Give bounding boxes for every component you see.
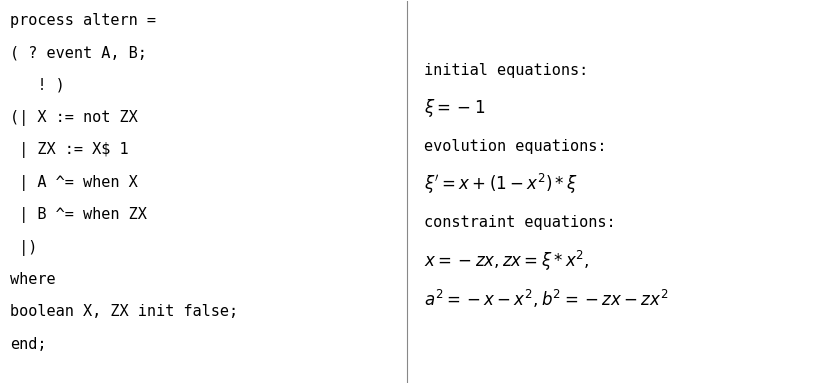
Text: ( ? event A, B;: ( ? event A, B;	[10, 45, 146, 60]
Text: $x = -zx, zx = \xi * x^2,$: $x = -zx, zx = \xi * x^2,$	[424, 248, 589, 273]
Text: | A ^= when X: | A ^= when X	[10, 175, 137, 191]
Text: boolean X, ZX init false;: boolean X, ZX init false;	[10, 305, 238, 319]
Text: ! ): ! )	[10, 78, 65, 93]
Text: |): |)	[10, 240, 37, 256]
Text: initial equations:: initial equations:	[424, 63, 588, 78]
Text: end;: end;	[10, 337, 47, 352]
Text: | B ^= when ZX: | B ^= when ZX	[10, 207, 146, 223]
Text: evolution equations:: evolution equations:	[424, 139, 607, 154]
Text: where: where	[10, 272, 56, 287]
Text: (| X := not ZX: (| X := not ZX	[10, 110, 137, 126]
Text: $a^2 = -x - x^2, b^2 = -zx - zx^2$: $a^2 = -x - x^2, b^2 = -zx - zx^2$	[424, 288, 668, 310]
Text: constraint equations:: constraint equations:	[424, 215, 616, 230]
Text: $\xi' = x + (1 - x^2) * \xi$: $\xi' = x + (1 - x^2) * \xi$	[424, 172, 578, 197]
Text: process altern =: process altern =	[10, 13, 155, 28]
Text: | ZX := X$ 1: | ZX := X$ 1	[10, 142, 128, 159]
Text: $\xi = -1$: $\xi = -1$	[424, 97, 485, 119]
